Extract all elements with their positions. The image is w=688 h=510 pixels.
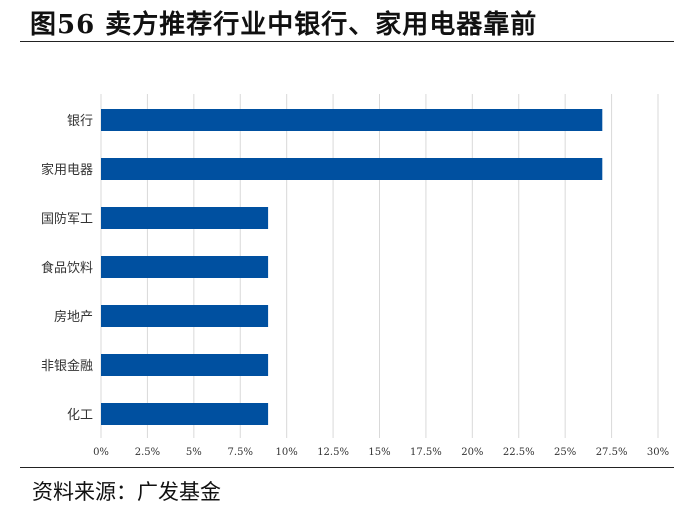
x-tick-label: 25% [554, 447, 576, 458]
x-tick-label: 0% [93, 447, 109, 458]
x-tick-label: 30% [647, 447, 669, 458]
x-tick-label: 10% [276, 447, 298, 458]
category-label: 银行 [67, 114, 93, 129]
x-tick-label: 15% [368, 447, 390, 458]
category-label: 化工 [67, 408, 93, 423]
grid-lines [100, 94, 659, 438]
bar [101, 305, 269, 327]
bars [101, 109, 603, 425]
bar [101, 354, 269, 376]
x-tick-label: 27.5% [596, 447, 628, 458]
top-rule [20, 41, 674, 42]
category-label: 食品饮料 [41, 260, 93, 276]
bar [101, 158, 603, 180]
bar [101, 109, 603, 131]
bottom-rule [20, 467, 674, 468]
x-tick-label: 7.5% [228, 447, 253, 458]
figure-title: 图56 卖方推荐行业中银行、家用电器靠前 [30, 10, 538, 40]
bar [101, 403, 269, 425]
bar [101, 256, 269, 278]
category-label: 家用电器 [41, 162, 93, 178]
x-tick-label: 2.5% [135, 447, 160, 458]
category-label: 非银金融 [41, 358, 93, 374]
x-tick-labels: 0% 2.5% 5% 7.5% 10% 12.5% 15% 17.5% 20% 22.5% 25% 2… [93, 447, 669, 458]
category-label: 国防军工 [41, 211, 93, 227]
x-tick-label: 17.5% [410, 447, 442, 458]
source-note: 资料来源：广发基金 [32, 480, 221, 504]
x-tick-label: 20% [461, 447, 483, 458]
x-tick-label: 22.5% [503, 447, 535, 458]
x-tick-label: 12.5% [317, 447, 349, 458]
x-tick-label: 5% [186, 447, 202, 458]
bar [101, 207, 269, 229]
category-label: 房地产 [54, 309, 93, 325]
